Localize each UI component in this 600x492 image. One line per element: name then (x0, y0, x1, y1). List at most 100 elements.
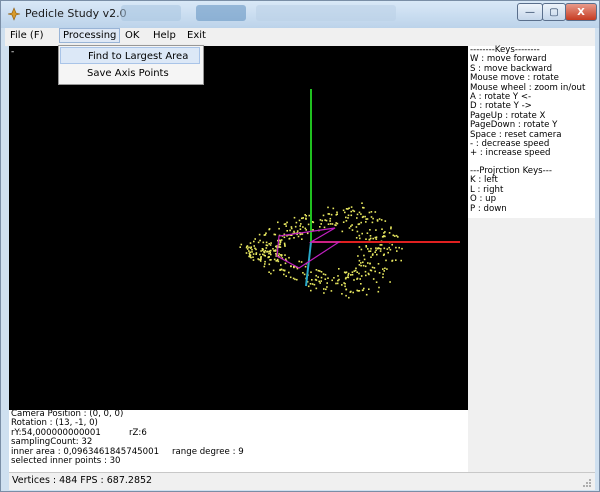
cloud-point (275, 245, 277, 248)
cloud-point (315, 269, 318, 271)
menu-ok[interactable]: OK (125, 30, 140, 41)
cloud-point (372, 217, 374, 220)
cloud-point (356, 217, 358, 219)
cloud-point (383, 235, 385, 237)
cloud-point (345, 220, 348, 222)
cloud-point (296, 233, 298, 236)
cloud-point (310, 289, 312, 292)
cloud-point (358, 223, 361, 225)
cloud-point (258, 258, 260, 261)
cloud-point (299, 228, 302, 230)
menu-file[interactable]: File (F) (10, 30, 44, 41)
cloud-point (294, 265, 296, 268)
cloud-point (347, 276, 349, 278)
cloud-point (303, 273, 306, 276)
cloud-point (359, 278, 361, 280)
menu-help[interactable]: Help (153, 30, 176, 41)
cloud-point (364, 270, 367, 273)
cloud-point (248, 246, 250, 249)
cloud-point (345, 271, 348, 273)
cloud-point (378, 247, 381, 250)
cloud-point (268, 252, 270, 255)
menu-item-save-axis-points[interactable]: Save Axis Points (87, 68, 169, 79)
cloud-point (378, 286, 380, 289)
cloud-point (304, 227, 307, 230)
cloud-point (299, 225, 301, 227)
cloud-point (250, 246, 252, 248)
cloud-point (283, 236, 286, 239)
status-text: Vertices : 484 FPS : 687.2852 (12, 475, 153, 486)
cloud-point (279, 241, 282, 244)
cloud-point (374, 251, 376, 253)
keys-line: Space : reset camera (470, 129, 562, 140)
menu-processing[interactable]: Processing (59, 28, 121, 43)
3d-scene[interactable] (9, 46, 468, 410)
cloud-point (356, 289, 358, 292)
cloud-point (286, 235, 288, 237)
keys-line: - : decrease speed (470, 139, 550, 150)
cloud-point (252, 256, 254, 258)
cloud-point (272, 248, 274, 250)
maximize-button[interactable]: ▢ (542, 3, 566, 21)
cloud-point (283, 242, 286, 245)
close-button[interactable]: X (565, 3, 597, 21)
cloud-point (386, 268, 388, 270)
cloud-point (327, 277, 329, 279)
cloud-point (389, 281, 391, 283)
inner-area: inner area : 0,0963461845745001 (11, 446, 160, 457)
cloud-point (350, 206, 353, 208)
cloud-point (356, 277, 359, 280)
cloud-point (293, 216, 296, 219)
cloud-point (337, 275, 339, 277)
cloud-point (341, 293, 343, 295)
cloud-point (286, 221, 288, 224)
range-degree: range degree : 9 (172, 446, 244, 457)
cloud-point (260, 258, 262, 260)
cloud-point (311, 283, 314, 285)
cloud-point (380, 219, 383, 221)
cloud-point (269, 259, 271, 261)
cloud-point (336, 213, 338, 215)
minimize-button[interactable]: — (517, 3, 543, 21)
cloud-point (360, 283, 362, 285)
cloud-point (368, 211, 371, 214)
cloud-point (250, 247, 252, 249)
cloud-point (375, 229, 377, 231)
cloud-point (259, 239, 261, 242)
cloud-point (257, 241, 260, 244)
cloud-point (365, 221, 367, 223)
cloud-point (401, 247, 403, 250)
3d-viewport[interactable] (9, 46, 468, 410)
menu-item-find-largest-area[interactable]: Find to Largest Area (60, 47, 200, 64)
menu-exit[interactable]: Exit (187, 30, 206, 41)
cloud-point (301, 233, 304, 235)
cloud-point (259, 253, 261, 256)
ry-value: rY:54,000000000001 (11, 427, 101, 438)
cloud-point (275, 255, 277, 257)
title-bar[interactable]: Pedicle Study v2.0 — ▢ X (1, 1, 599, 28)
cloud-point (376, 247, 379, 250)
resize-grip-icon[interactable] (582, 478, 592, 488)
cloud-point (329, 217, 332, 220)
cloud-point (348, 296, 350, 299)
cloud-point (265, 247, 268, 249)
cloud-point (278, 227, 280, 230)
cloud-point (279, 246, 282, 248)
cloud-point (344, 277, 347, 280)
cloud-point (277, 239, 279, 242)
cloud-point (264, 255, 266, 257)
cloud-point (352, 209, 354, 212)
cloud-point (369, 250, 372, 252)
keys-line: --------Keys-------- (470, 45, 540, 55)
ry-rz-row: rY:54,000000000001 rZ:6 (9, 427, 468, 438)
cloud-point (281, 257, 284, 259)
cloud-point (359, 237, 361, 240)
cloud-point (254, 247, 256, 250)
cloud-point (391, 260, 393, 262)
cloud-point (364, 265, 367, 268)
cloud-point (383, 232, 385, 234)
cloud-point (365, 274, 367, 277)
cloud-point (388, 232, 391, 234)
cloud-point (383, 270, 385, 272)
cloud-point (356, 271, 358, 273)
